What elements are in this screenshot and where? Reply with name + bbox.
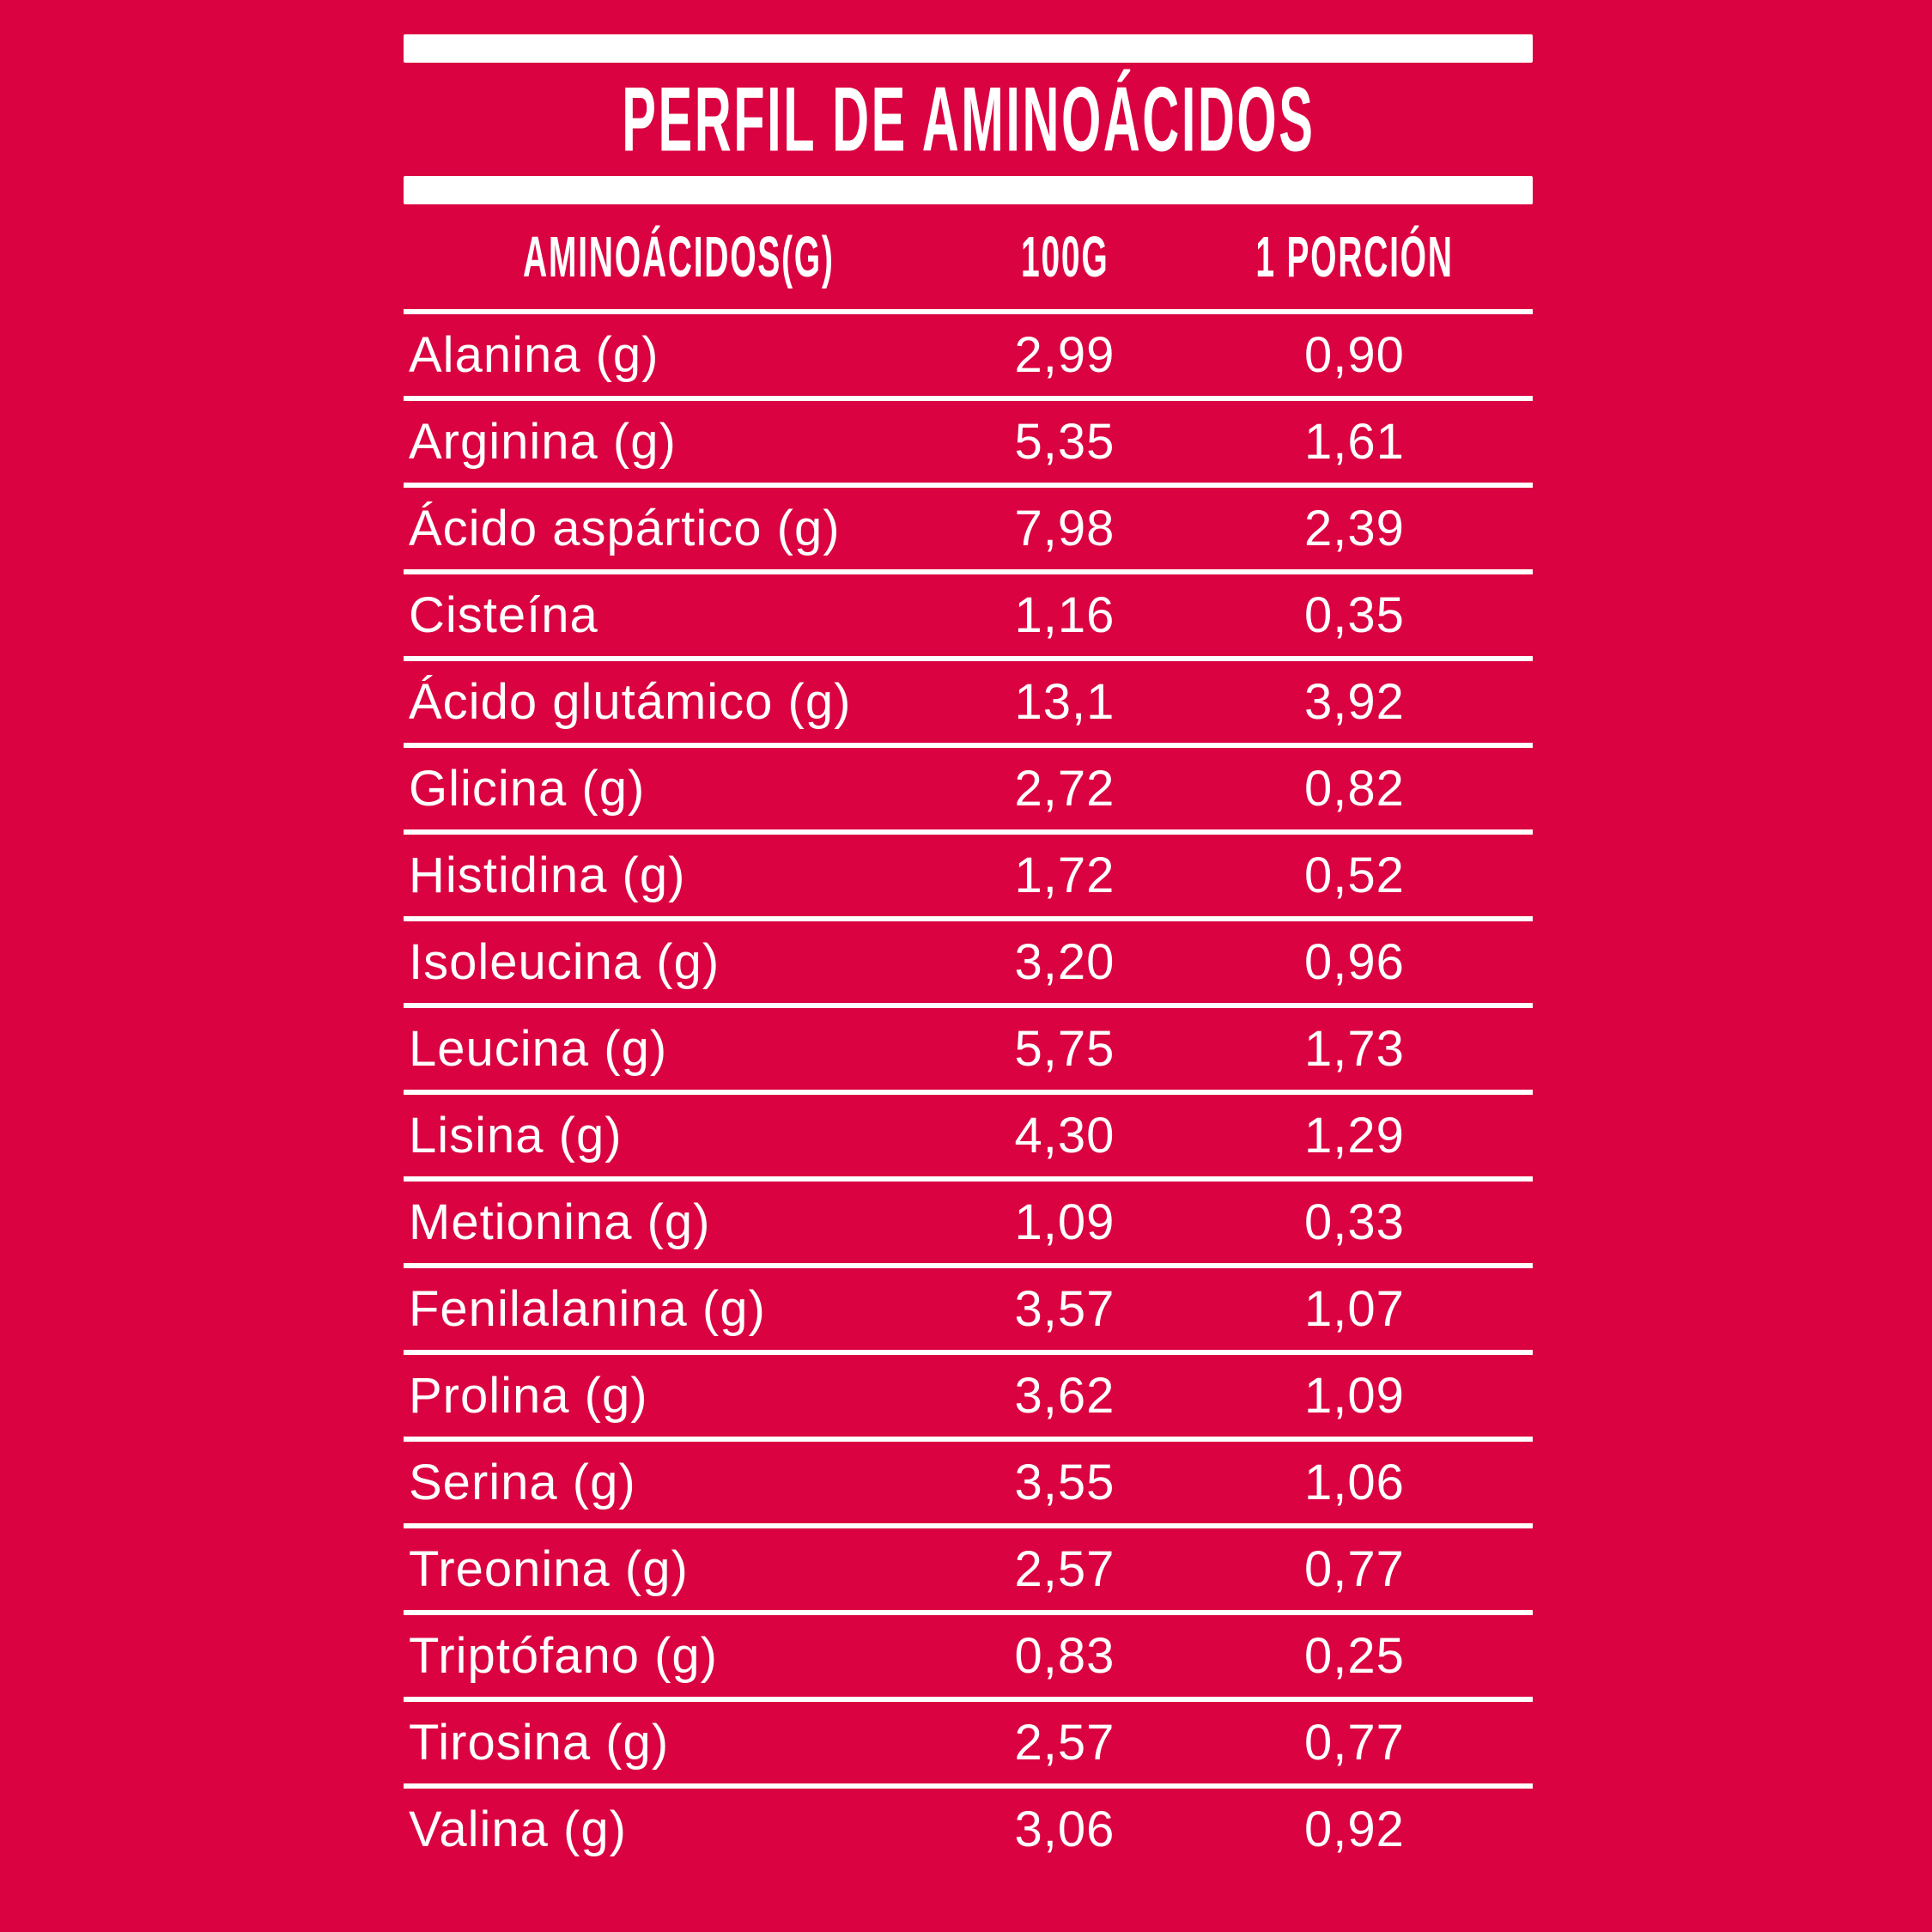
amino-name: Lisina (g) (409, 1108, 623, 1163)
amino-name: Treonina (g) (409, 1541, 689, 1597)
amino-100g-value: 2,99 (1014, 327, 1115, 383)
amino-100g-value: 0,83 (1014, 1628, 1115, 1684)
table-row-triptofano: Triptófano (g) 0,83 0,25 (404, 1615, 1533, 1702)
table-body: Alanina (g) 2,99 0,90 Arginina (g) 5,35 … (404, 314, 1533, 1870)
amino-name: Ácido glutámico (g) (409, 674, 852, 730)
table-row-valina: Valina (g) 3,06 0,92 (404, 1789, 1533, 1870)
amino-100g-value: 3,20 (1014, 934, 1115, 990)
amino-portion-value: 1,29 (1304, 1108, 1405, 1163)
amino-portion-value: 3,92 (1304, 674, 1405, 730)
table-row-fenilalanina: Fenilalanina (g) 3,57 1,07 (404, 1268, 1533, 1355)
amino-name: Serina (g) (409, 1455, 636, 1510)
amino-100g-value: 3,62 (1014, 1368, 1115, 1424)
table-row-prolina: Prolina (g) 3,62 1,09 (404, 1355, 1533, 1442)
amino-100g-value: 5,35 (1014, 414, 1115, 470)
column-header-porcion-label: 1 PORCIÓN (1255, 224, 1454, 289)
column-header-porcion: 1 PORCIÓN (1176, 224, 1533, 289)
amino-portion-value: 0,77 (1304, 1715, 1405, 1771)
amino-name: Valina (g) (409, 1801, 627, 1857)
amino-portion-value: 0,92 (1304, 1801, 1405, 1857)
amino-portion-value: 0,35 (1304, 587, 1405, 643)
amino-100g-value: 3,57 (1014, 1281, 1115, 1337)
amino-name: Triptófano (g) (409, 1628, 718, 1684)
amino-name: Alanina (g) (409, 327, 659, 383)
amino-portion-value: 0,82 (1304, 761, 1405, 817)
amino-name: Arginina (g) (409, 414, 677, 470)
column-header-100g: 100G (953, 224, 1176, 289)
table-row-treonina: Treonina (g) 2,57 0,77 (404, 1528, 1533, 1615)
amino-name: Histidina (g) (409, 848, 686, 903)
amino-100g-value: 2,72 (1014, 761, 1115, 817)
amino-name: Tirosina (g) (409, 1715, 670, 1771)
column-header-aminoacidos: AMINOÁCIDOS(G) (404, 224, 953, 289)
amino-portion-value: 1,06 (1304, 1455, 1405, 1510)
amino-portion-value: 1,09 (1304, 1368, 1405, 1424)
page-title: PERFIL DE AMINOÁCIDOS (621, 68, 1315, 171)
amino-100g-value: 2,57 (1014, 1715, 1115, 1771)
amino-100g-value: 5,75 (1014, 1021, 1115, 1077)
amino-100g-value: 1,16 (1014, 587, 1115, 643)
amino-portion-value: 0,90 (1304, 327, 1405, 383)
amino-100g-value: 3,55 (1014, 1455, 1115, 1510)
amino-portion-value: 1,73 (1304, 1021, 1405, 1077)
table-row-leucina: Leucina (g) 5,75 1,73 (404, 1008, 1533, 1095)
amino-100g-value: 1,09 (1014, 1194, 1115, 1250)
column-header-aminoacidos-label: AMINOÁCIDOS(G) (522, 224, 835, 289)
amino-name: Leucina (g) (409, 1021, 668, 1077)
amino-100g-value: 2,57 (1014, 1541, 1115, 1597)
amino-name: Prolina (g) (409, 1368, 648, 1424)
amino-name: Cisteína (409, 587, 598, 643)
table-row-serina: Serina (g) 3,55 1,06 (404, 1442, 1533, 1528)
table-row-metionina: Metionina (g) 1,09 0,33 (404, 1182, 1533, 1268)
table-row-isoleucina: Isoleucina (g) 3,20 0,96 (404, 921, 1533, 1008)
table-row-acido-glutamico: Ácido glutámico (g) 13,1 3,92 (404, 661, 1533, 748)
table-row-histidina: Histidina (g) 1,72 0,52 (404, 835, 1533, 921)
amino-portion-value: 1,61 (1304, 414, 1405, 470)
amino-name: Fenilalanina (g) (409, 1281, 766, 1337)
amino-portion-value: 0,25 (1304, 1628, 1405, 1684)
amino-name: Glicina (g) (409, 761, 646, 817)
table-header-row: AMINOÁCIDOS(G) 100G 1 PORCIÓN (404, 204, 1533, 314)
table-row-arginina: Arginina (g) 5,35 1,61 (404, 401, 1533, 488)
table-row-glicina: Glicina (g) 2,72 0,82 (404, 748, 1533, 835)
amino-100g-value: 4,30 (1014, 1108, 1115, 1163)
amino-portion-value: 1,07 (1304, 1281, 1405, 1337)
amino-portion-value: 0,52 (1304, 848, 1405, 903)
amino-name: Isoleucina (g) (409, 934, 720, 990)
amino-100g-value: 1,72 (1014, 848, 1115, 903)
table-row-cisteina: Cisteína 1,16 0,35 (404, 574, 1533, 661)
amino-name: Metionina (g) (409, 1194, 711, 1250)
amino-100g-value: 3,06 (1014, 1801, 1115, 1857)
amino-100g-value: 13,1 (1014, 674, 1115, 730)
top-divider-bar (404, 34, 1533, 63)
column-header-100g-label: 100G (1020, 224, 1109, 289)
amino-name: Ácido aspártico (g) (409, 501, 841, 556)
table-row-lisina: Lisina (g) 4,30 1,29 (404, 1095, 1533, 1182)
title-row: PERFIL DE AMINOÁCIDOS (404, 63, 1533, 176)
title-underline-bar (404, 176, 1533, 204)
table-row-tirosina: Tirosina (g) 2,57 0,77 (404, 1702, 1533, 1789)
amino-portion-value: 0,33 (1304, 1194, 1405, 1250)
amino-100g-value: 7,98 (1014, 501, 1115, 556)
amino-portion-value: 0,77 (1304, 1541, 1405, 1597)
table-sheet: PERFIL DE AMINOÁCIDOS AMINOÁCIDOS(G) 100… (404, 34, 1533, 1870)
table-row-acido-aspartico: Ácido aspártico (g) 7,98 2,39 (404, 488, 1533, 574)
table-row-alanina: Alanina (g) 2,99 0,90 (404, 314, 1533, 401)
amino-portion-value: 2,39 (1304, 501, 1405, 556)
amino-portion-value: 0,96 (1304, 934, 1405, 990)
